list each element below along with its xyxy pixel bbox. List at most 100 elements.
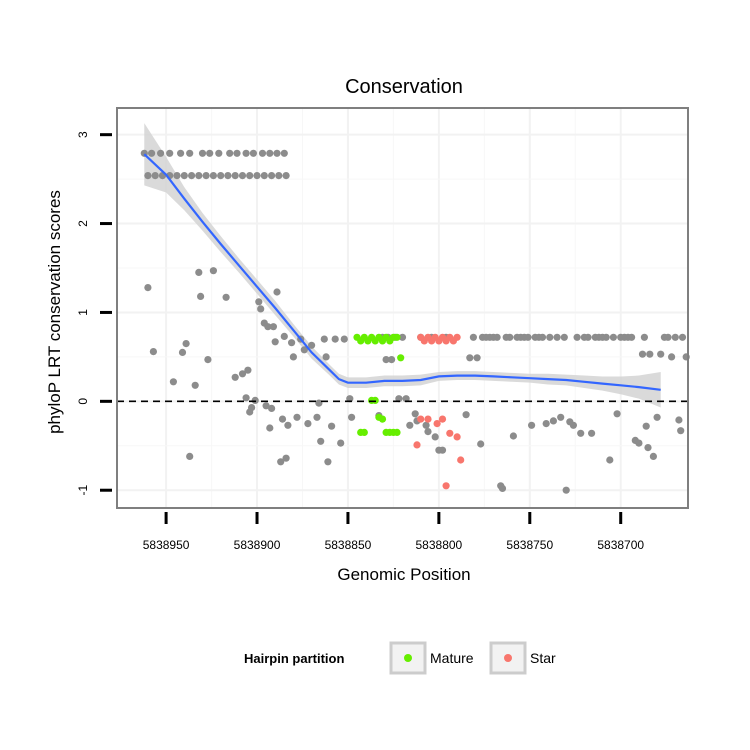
data-point-other [609,333,618,341]
data-point-other [266,149,274,157]
data-point-other [640,333,649,341]
data-point-other [340,335,348,343]
data-point-other [678,333,687,341]
data-point-other [260,172,268,180]
data-point-other [280,332,288,340]
data-point-star [453,333,461,341]
points-layer [140,149,690,494]
data-point-other [638,350,647,358]
data-point-other [646,350,654,358]
smooth-line-layer [117,153,688,403]
data-point-other [242,149,250,157]
data-point-other [157,149,165,157]
data-point-other [388,356,396,364]
data-point-other [668,353,676,361]
data-point-other [226,149,234,157]
data-point-other [169,378,177,386]
data-point-other [406,421,414,429]
data-point-other [642,422,650,430]
data-point-other [671,333,679,341]
data-point-mature [378,415,387,423]
data-point-other [266,424,274,432]
data-point-other [251,396,259,404]
data-point-other [253,172,261,180]
data-point-other [273,288,281,296]
data-point-other [466,354,474,362]
data-point-other [422,421,430,429]
data-point-other [195,172,203,180]
data-point-other [304,420,312,428]
legend-dot-star [504,654,512,662]
data-point-other [144,172,152,180]
data-point-other [191,381,199,389]
data-point-other [473,354,481,362]
y-axis-title: phyloP LRT conservation scores [45,190,64,434]
data-point-other [398,333,407,341]
panel-border [116,107,689,509]
data-point-other [204,356,212,364]
data-point-other [438,446,447,454]
data-point-other [282,454,290,462]
data-point-other [180,172,188,180]
data-point-other [144,284,152,292]
data-point-other [542,420,550,428]
smooth-trend-line [143,153,661,391]
data-point-other [493,333,501,341]
data-point-other [431,433,439,441]
data-point-other [186,452,194,460]
data-point-other [248,404,256,412]
data-point-other [173,172,181,180]
grid [117,108,688,508]
data-point-other [649,452,658,460]
data-point-other [613,410,621,418]
x-tick-label: 5838850 [325,538,372,552]
y-tick-label: 0 [76,398,90,405]
data-point-other [462,411,470,419]
x-tick-label: 5838700 [597,538,644,552]
data-point-other [498,484,507,492]
data-point-other [249,149,257,157]
confidence-ribbon-layer [144,123,661,408]
data-point-other [255,298,263,306]
data-point-other [509,432,517,440]
data-point-other [217,172,225,180]
data-point-other [268,172,276,180]
data-point-other [677,427,685,435]
data-point-other [188,172,196,180]
data-point-star [442,482,450,490]
data-point-other [664,333,672,341]
plot-panel [117,108,688,508]
legend-dot-mature [404,654,412,662]
data-point-other [149,348,157,356]
data-point-other [238,172,247,180]
data-point-other [538,333,547,341]
data-point-other [258,149,267,157]
data-point-other [588,429,596,437]
data-point-other [268,404,276,412]
x-axis-title: Genomic Position [337,565,470,584]
data-point-star [424,415,432,423]
data-point-other [209,172,217,180]
data-point-other [209,267,217,275]
data-point-other [628,333,636,341]
y-axis: -1 0 1 2 3 [76,131,112,496]
chart-title: Conservation [345,76,463,98]
x-tick-label: 5838950 [143,538,190,552]
data-point-other [177,149,185,157]
data-point-other [348,413,356,421]
data-point-other [198,149,207,157]
confidence-ribbon [144,123,661,408]
y-tick-label: 2 [76,220,90,227]
data-point-other [506,333,514,341]
data-point-other [546,333,554,341]
data-point-other [424,428,432,436]
data-point-other [477,440,485,448]
data-point-other [675,416,683,424]
data-point-other [328,422,336,430]
data-point-mature [397,354,405,362]
x-tick-label: 5838800 [416,538,463,552]
data-point-other [584,333,592,341]
legend-title: Hairpin partition [244,651,344,666]
data-point-other [602,333,610,341]
